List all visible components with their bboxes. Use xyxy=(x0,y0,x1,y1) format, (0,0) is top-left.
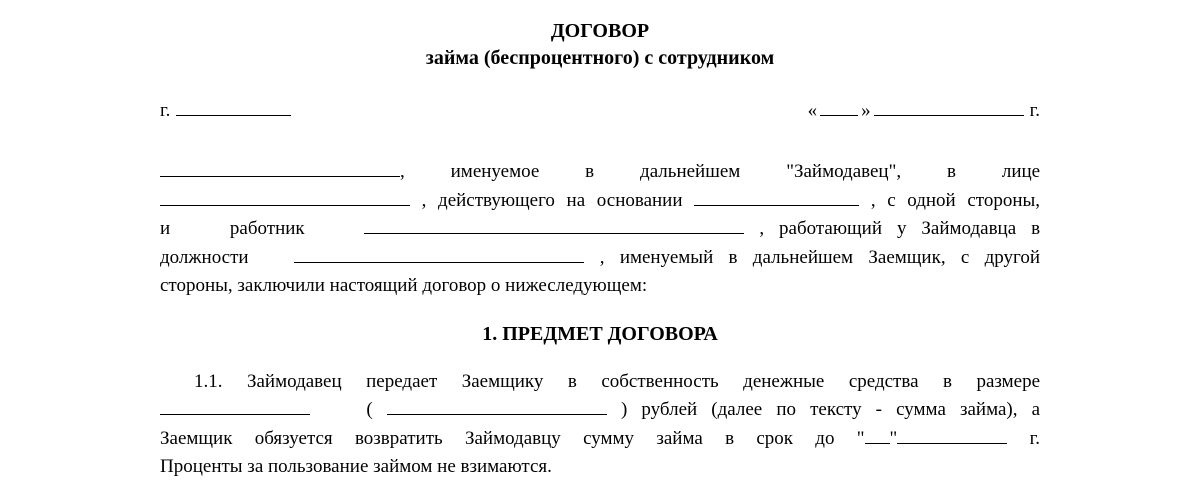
seg-rabot-u: , работающий у Займодавца в xyxy=(759,218,1040,239)
amount-num-blank xyxy=(160,414,310,415)
position-blank xyxy=(294,262,584,263)
seg-dolzh: должности xyxy=(160,247,249,268)
quote-open: « xyxy=(808,100,818,122)
c11-d: Проценты за пользование займом не взимаю… xyxy=(160,456,552,477)
title-line1: ДОГОВОР xyxy=(160,18,1040,45)
seg-zaem: , именуемый в дальнейшем Заемщик, с друг… xyxy=(600,247,1040,268)
seg-last: стороны, заключили настоящий договор о н… xyxy=(160,275,647,296)
seg-v: в xyxy=(585,161,594,182)
seg-rabotnik: работник xyxy=(230,218,305,239)
preamble: , именуемое в дальнейшем "Займодавец", в… xyxy=(160,158,1040,301)
city-prefix: г. xyxy=(160,100,170,122)
employee-blank xyxy=(364,233,744,234)
clause-1-1: 1.1. Займодавец передает Заемщику в собс… xyxy=(160,368,1040,482)
seg-vlitse-v: в xyxy=(947,161,956,182)
city-date-row: г. « » г. xyxy=(160,100,1040,122)
seg-vlitse-litse: лице xyxy=(1002,161,1040,182)
title-block: ДОГОВОР займа (беспроцентного) с сотрудн… xyxy=(160,18,1040,72)
city-part: г. xyxy=(160,100,291,122)
c11-b-open: ( xyxy=(366,399,372,420)
c11-c3: г. xyxy=(1007,428,1040,449)
c11-b-close: ) рублей (далее по тексту - сумма займа)… xyxy=(621,399,1040,420)
month-blank xyxy=(874,115,1024,116)
seg-i: и xyxy=(160,218,170,239)
c11-c2: " xyxy=(890,428,898,449)
title-line2: займа (беспроцентного) с сотрудником xyxy=(160,45,1040,72)
city-blank xyxy=(176,115,291,116)
lender-name-blank xyxy=(160,176,400,177)
c11-a: 1.1. Займодавец передает Заемщику в собс… xyxy=(194,371,1040,392)
quote-close: » xyxy=(861,100,871,122)
basis-blank xyxy=(694,205,859,206)
seg-dalneishem: дальнейшем xyxy=(640,161,740,182)
date-part: « » г. xyxy=(808,100,1040,122)
return-month-blank xyxy=(897,443,1007,444)
seg-deist: , действующего на основании xyxy=(422,190,683,211)
seg-zaim-quoted: "Займодавец", xyxy=(786,161,901,182)
seg-odnoi: , с одной стороны, xyxy=(871,190,1040,211)
year-suffix: г. xyxy=(1030,100,1040,122)
amount-words-blank xyxy=(387,414,607,415)
section1-head: 1. ПРЕДМЕТ ДОГОВОРА xyxy=(160,323,1040,346)
seg-imenuemoe: именуемое xyxy=(451,161,540,182)
representative-blank xyxy=(160,205,410,206)
return-day-blank xyxy=(865,443,890,444)
day-blank xyxy=(820,115,858,116)
c11-c: Заемщик обязуется возвратить Займодавцу … xyxy=(160,428,865,449)
